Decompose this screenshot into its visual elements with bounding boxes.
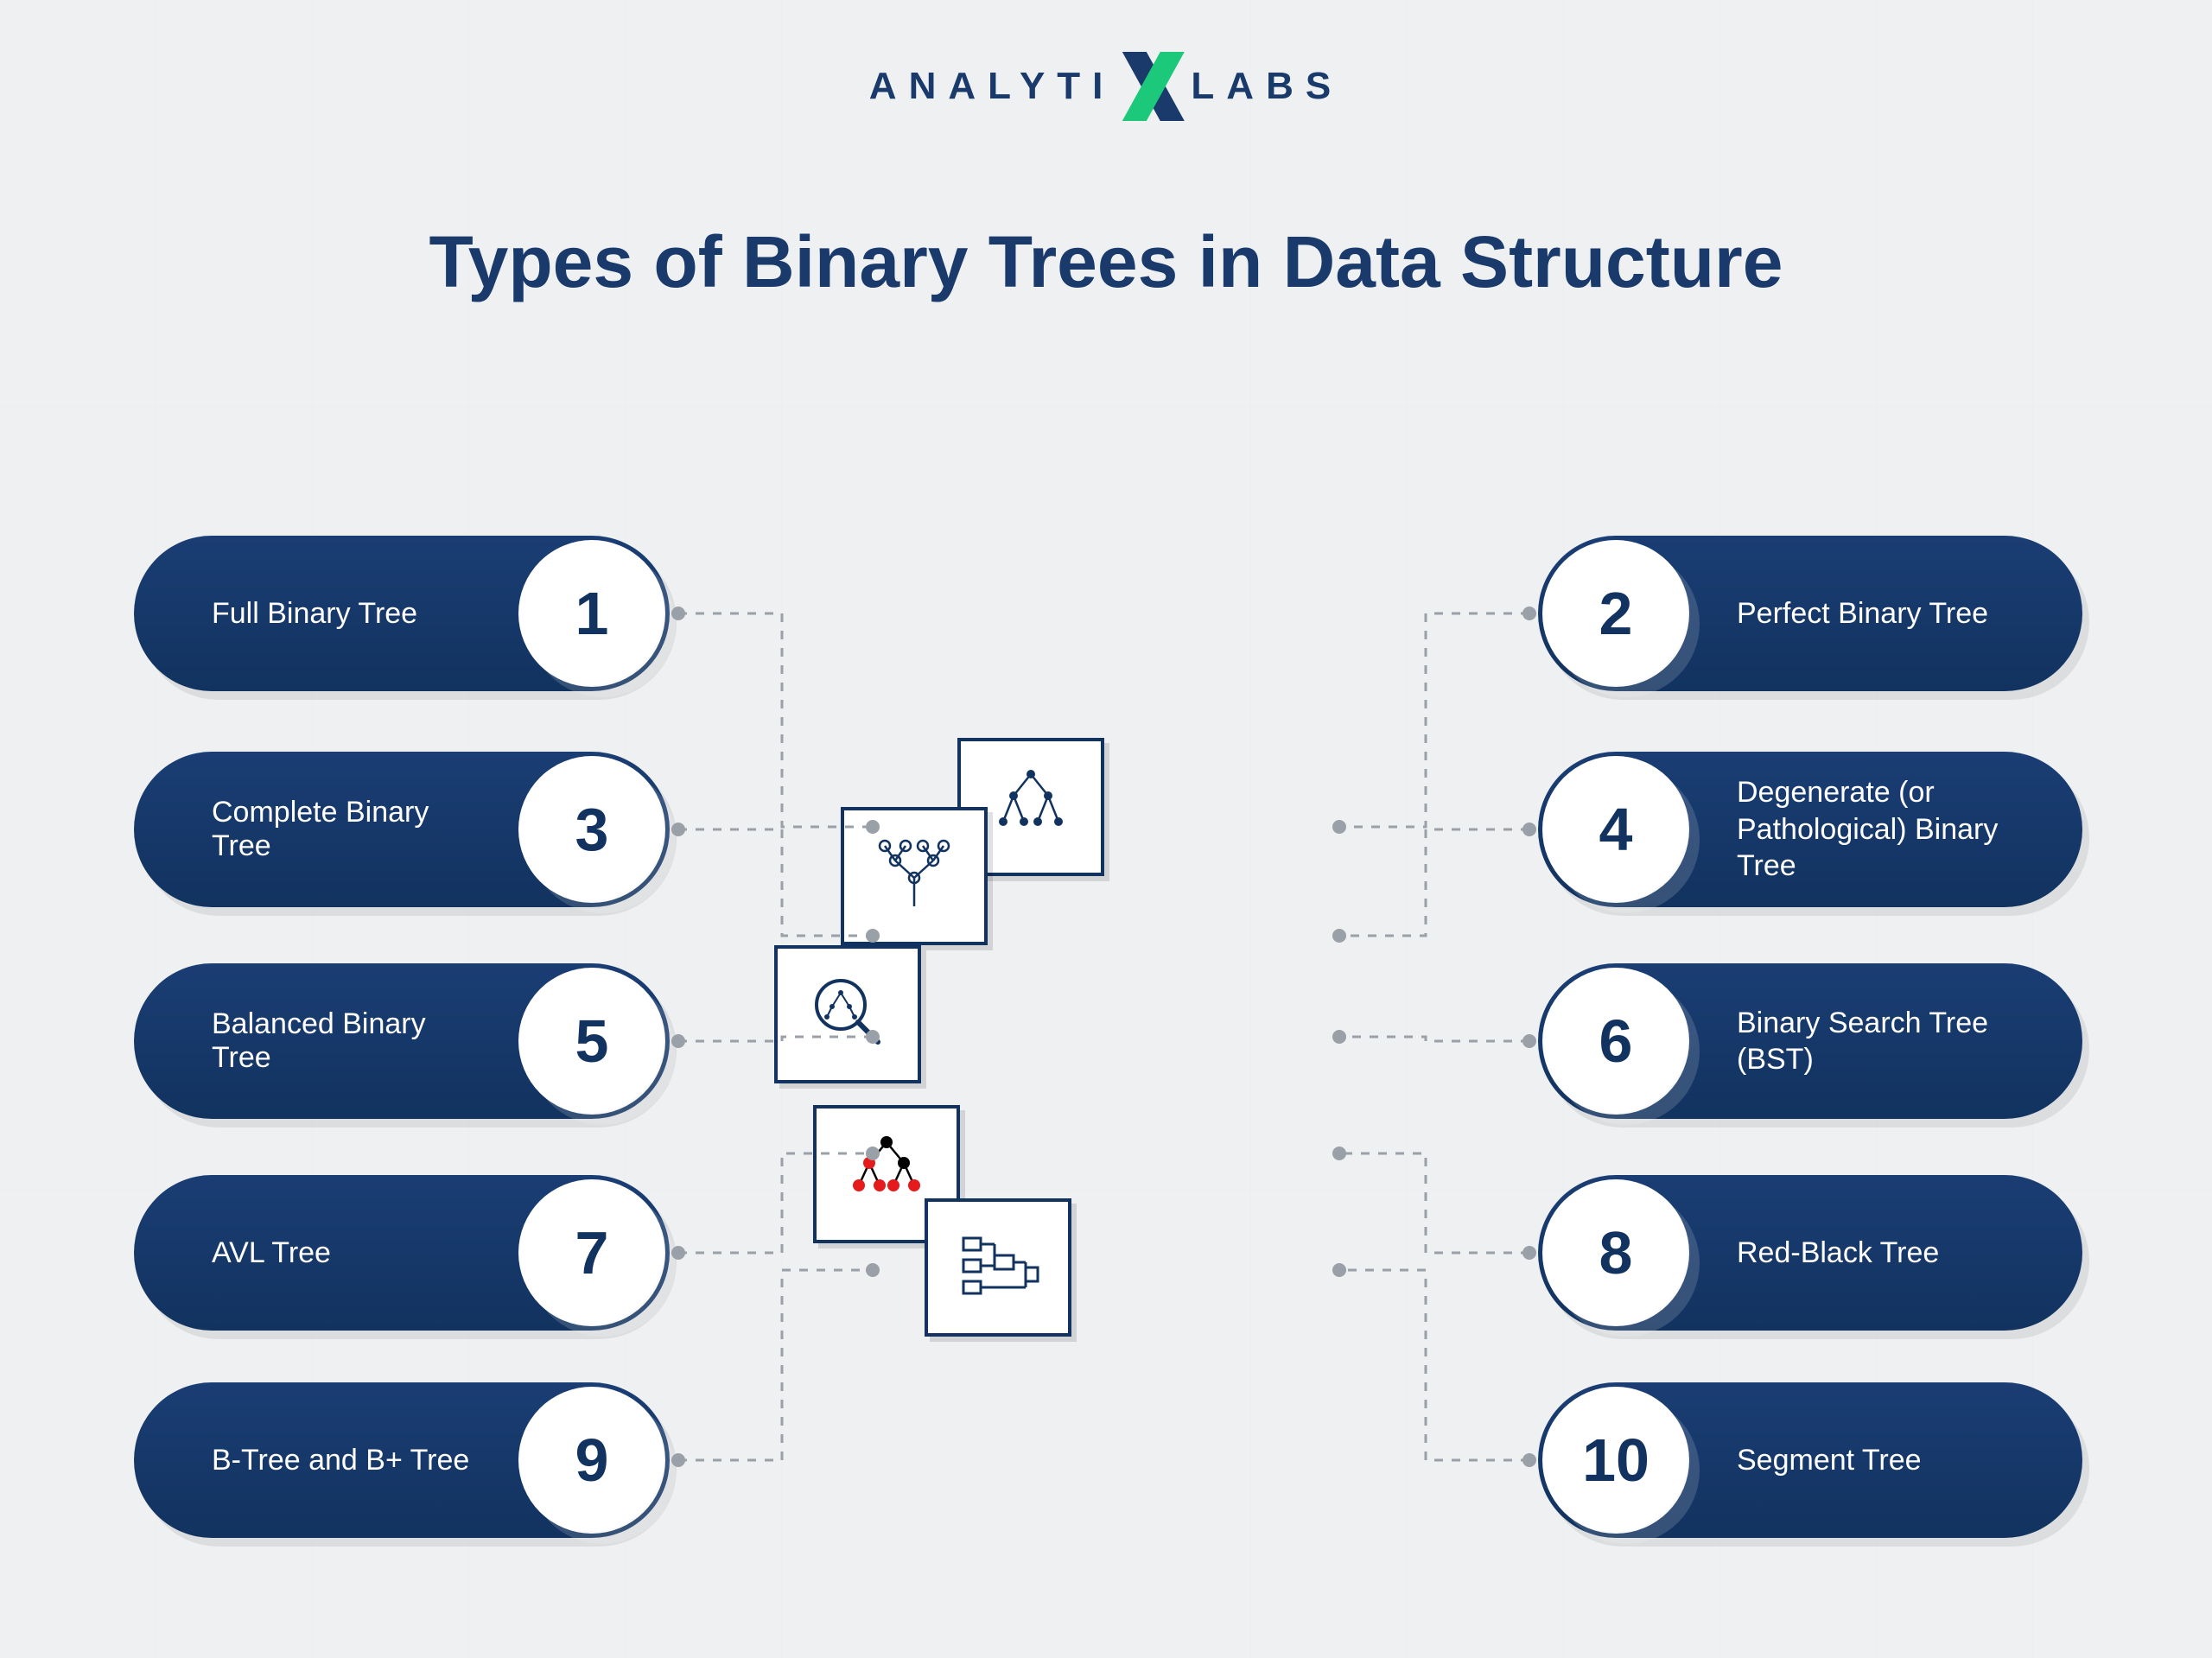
pill-number-badge: 7 <box>518 1179 665 1326</box>
logo-text-right: LABS <box>1191 65 1343 108</box>
tile-icon <box>955 1223 1041 1313</box>
pill-item-6: Binary Search Tree (BST)6 <box>1538 963 2082 1119</box>
pill-label: AVL Tree <box>186 1236 514 1270</box>
center-ring <box>795 726 1417 1348</box>
tile-icon <box>843 1128 930 1219</box>
pill-number-badge: 5 <box>518 968 665 1115</box>
pill-number-badge: 1 <box>518 540 665 687</box>
logo-text-left: ANALYTI <box>869 65 1116 108</box>
ring-tile-4 <box>841 807 988 945</box>
brand-logo: ANALYTI LABS <box>869 52 1343 121</box>
pill-number-badge: 8 <box>1542 1179 1689 1326</box>
pill-label: Binary Search Tree (BST) <box>1694 1005 2031 1078</box>
connector-endpoint <box>1522 1034 1536 1048</box>
connector-endpoint <box>671 607 685 620</box>
pill-label: Perfect Binary Tree <box>1694 597 2031 631</box>
pill-item-3: Complete Binary Tree3 <box>134 752 670 907</box>
connector-endpoint <box>671 1034 685 1048</box>
pill-number-badge: 2 <box>1542 540 1689 687</box>
pill-item-7: AVL Tree7 <box>134 1175 670 1331</box>
ring-tile-10 <box>925 1198 1071 1337</box>
pill-label: B-Tree and B+ Tree <box>186 1444 514 1477</box>
connector-endpoint <box>671 1246 685 1260</box>
tile-icon <box>988 761 1074 852</box>
pill-item-4: Degenerate (or Pathological) Binary Tree… <box>1538 752 2082 907</box>
pill-item-1: Full Binary Tree1 <box>134 536 670 691</box>
connector-endpoint <box>1522 1453 1536 1467</box>
ring-tile-6 <box>774 945 921 1083</box>
page-title: Types of Binary Trees in Data Structure <box>429 220 1783 304</box>
pill-number-badge: 10 <box>1542 1387 1689 1534</box>
pill-label: Red-Black Tree <box>1694 1236 2031 1270</box>
pill-item-10: Segment Tree10 <box>1538 1382 2082 1538</box>
connector-endpoint <box>671 1453 685 1467</box>
pill-item-2: Perfect Binary Tree2 <box>1538 536 2082 691</box>
pill-label: Degenerate (or Pathological) Binary Tree <box>1694 774 2031 885</box>
tile-icon <box>804 969 891 1059</box>
pill-label: Balanced Binary Tree <box>186 1007 514 1075</box>
tile-icon <box>871 830 957 921</box>
pill-label: Complete Binary Tree <box>186 796 514 863</box>
connector-endpoint <box>1522 1246 1536 1260</box>
logo-x-mark <box>1122 52 1184 121</box>
pill-item-9: B-Tree and B+ Tree9 <box>134 1382 670 1538</box>
pill-label: Full Binary Tree <box>186 597 514 631</box>
pill-number-badge: 9 <box>518 1387 665 1534</box>
pill-number-badge: 4 <box>1542 756 1689 903</box>
pill-item-5: Balanced Binary Tree5 <box>134 963 670 1119</box>
pill-item-8: Red-Black Tree8 <box>1538 1175 2082 1331</box>
connector-endpoint <box>1522 823 1536 836</box>
pill-label: Segment Tree <box>1694 1444 2031 1477</box>
connector-endpoint <box>671 823 685 836</box>
pill-number-badge: 6 <box>1542 968 1689 1115</box>
pill-number-badge: 3 <box>518 756 665 903</box>
connector-endpoint <box>1522 607 1536 620</box>
